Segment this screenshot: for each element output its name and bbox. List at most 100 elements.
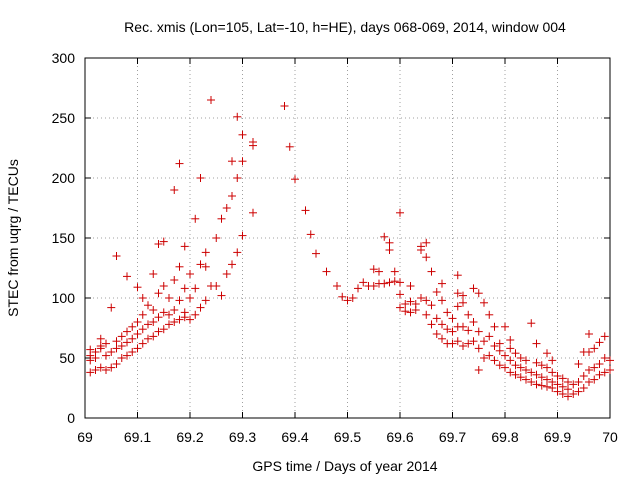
data-point <box>417 294 425 302</box>
data-point <box>537 373 546 382</box>
data-point <box>149 270 158 278</box>
data-point <box>107 348 116 356</box>
data-point <box>569 380 578 389</box>
data-point <box>138 325 147 334</box>
data-point <box>490 322 499 331</box>
data-point <box>432 288 441 296</box>
data-point <box>474 344 483 353</box>
data-point <box>474 289 483 298</box>
data-point <box>459 291 467 300</box>
data-point <box>438 279 446 288</box>
data-point <box>543 349 551 358</box>
data-point <box>238 157 247 166</box>
data-point <box>443 325 452 334</box>
data-point <box>522 356 530 365</box>
data-point <box>238 130 247 139</box>
data-point <box>506 356 515 365</box>
data-point <box>117 342 126 350</box>
data-point <box>553 380 562 389</box>
data-point <box>91 366 100 374</box>
data-point <box>396 208 404 217</box>
data-point <box>553 387 562 396</box>
data-point <box>469 318 478 326</box>
x-tick-label: 69.8 <box>491 429 518 445</box>
data-point <box>453 337 462 346</box>
data-point <box>427 320 436 329</box>
x-tick-label: 69.5 <box>334 429 361 445</box>
data-point <box>180 242 189 251</box>
data-point <box>511 361 520 370</box>
data-point <box>422 296 431 305</box>
data-point <box>385 278 394 287</box>
data-point <box>380 232 389 241</box>
data-point <box>149 306 158 314</box>
data-point <box>159 325 168 334</box>
data-point <box>590 375 599 384</box>
x-tick-labels: 69 69.1 69.2 69.3 69.4 69.5 69.6 69.7 69.8 69.9 70 <box>77 429 618 445</box>
data-point <box>222 204 231 212</box>
data-point <box>585 378 593 386</box>
data-point <box>196 260 205 269</box>
data-point <box>102 339 110 348</box>
data-point <box>532 358 541 367</box>
data-point <box>396 303 404 312</box>
data-point <box>228 260 236 269</box>
data-point <box>574 378 583 386</box>
data-point <box>522 366 530 374</box>
data-point <box>501 351 509 360</box>
data-point <box>558 390 567 398</box>
data-point <box>543 382 551 391</box>
data-point <box>485 351 494 360</box>
y-tick-label: 250 <box>52 110 76 126</box>
data-point <box>144 334 152 343</box>
data-point <box>411 300 420 308</box>
data-point <box>96 363 105 372</box>
data-point <box>595 370 604 379</box>
data-point <box>501 363 509 372</box>
data-point <box>432 314 441 323</box>
data-point <box>123 338 131 347</box>
y-tick-label: 150 <box>52 230 76 246</box>
x-tick-label: 69.7 <box>439 429 466 445</box>
data-point <box>532 380 541 389</box>
data-point <box>369 282 378 290</box>
data-point <box>165 294 173 302</box>
x-tick-label: 69.2 <box>176 429 203 445</box>
chart-title: Rec. xmis (Lon=105, Lat=-10, h=HE), days… <box>124 19 566 35</box>
data-point <box>233 112 242 121</box>
data-point <box>159 282 168 290</box>
data-point <box>107 303 116 312</box>
data-point <box>186 294 194 302</box>
data-point <box>490 342 499 350</box>
data-point <box>196 303 205 312</box>
data-point <box>154 327 163 336</box>
data-point <box>233 248 242 257</box>
data-point <box>506 344 515 353</box>
data-point <box>159 237 168 246</box>
data-point <box>595 360 604 368</box>
data-point <box>133 330 142 338</box>
data-point <box>217 214 226 223</box>
grid-lines <box>85 58 610 418</box>
data-point <box>128 334 137 343</box>
data-point <box>107 363 116 372</box>
data-point <box>453 289 462 298</box>
data-point <box>354 284 362 293</box>
data-point <box>228 157 236 166</box>
y-tick-label: 300 <box>52 50 76 66</box>
data-point <box>170 318 179 326</box>
data-point <box>516 354 525 362</box>
data-point <box>343 296 352 305</box>
data-point <box>306 230 315 239</box>
data-point <box>527 368 536 377</box>
data-point <box>548 356 557 365</box>
data-point <box>249 141 257 150</box>
data-point <box>532 370 541 379</box>
data-point <box>96 334 105 343</box>
data-point <box>96 342 105 350</box>
data-point <box>485 310 494 319</box>
data-point <box>506 368 515 377</box>
data-point <box>558 382 567 391</box>
data-point <box>212 282 221 290</box>
data-point <box>133 283 142 292</box>
